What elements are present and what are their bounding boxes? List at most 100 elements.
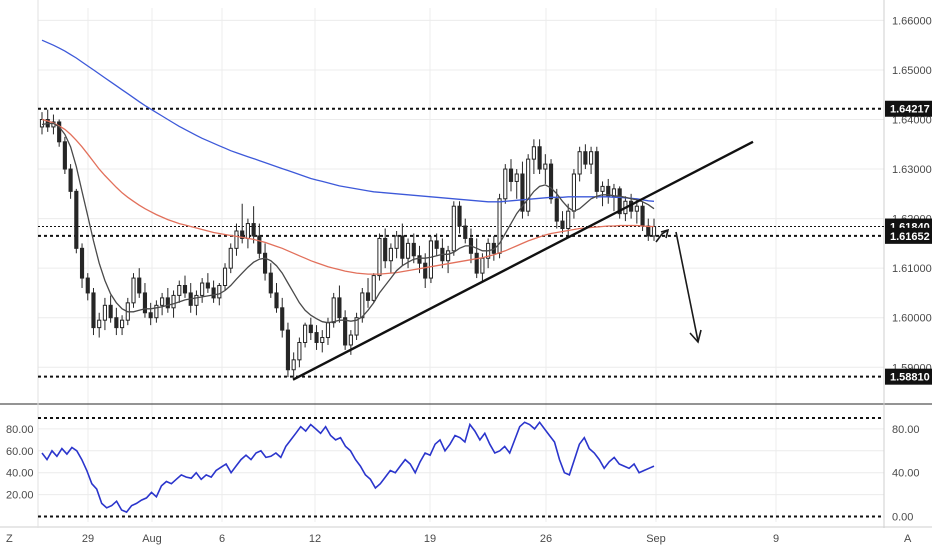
candle-body <box>320 337 325 343</box>
rsi-left-tick-label: 80.00 <box>6 424 34 436</box>
candle-body <box>640 205 645 227</box>
candle-body <box>285 329 291 371</box>
candle-body <box>97 319 102 329</box>
candle-body <box>577 151 582 175</box>
candle-body <box>543 163 548 170</box>
candle-body <box>337 297 342 319</box>
candle-body <box>526 158 531 212</box>
candle-body <box>423 262 428 279</box>
candle-body <box>291 359 296 371</box>
candle-body <box>108 304 113 319</box>
time-tick-label: 19 <box>424 533 436 545</box>
price-level-tag-label: 1.58810 <box>890 372 930 384</box>
candle-body <box>354 317 359 336</box>
candle-body <box>508 168 514 182</box>
candle-body <box>91 292 96 329</box>
candle-body <box>589 151 594 165</box>
candle-body <box>251 223 256 237</box>
candle-body <box>234 230 239 249</box>
candle-body <box>325 322 331 339</box>
candle-body <box>57 121 62 143</box>
candle-body <box>617 188 622 215</box>
moving-average-blue <box>41 39 655 203</box>
candle-body <box>308 324 313 334</box>
auto-scale-button-label: A <box>904 533 912 545</box>
candle-body <box>257 235 262 254</box>
candle-body <box>274 292 279 309</box>
candle-body <box>182 285 188 294</box>
candle-body <box>400 235 405 259</box>
price-tick-label: 1.64000 <box>892 114 932 126</box>
candle-body <box>514 173 519 182</box>
candle-body <box>348 334 353 346</box>
candle-body <box>165 297 170 309</box>
candle-body <box>303 324 308 343</box>
candle-body <box>394 235 399 249</box>
candle-body <box>217 285 222 299</box>
candle-body <box>531 146 536 160</box>
candle-body <box>177 285 182 296</box>
candle-body <box>194 294 199 306</box>
candle-body <box>331 297 336 324</box>
time-tick-label: 29 <box>82 533 94 545</box>
candle-body <box>566 210 571 230</box>
price-level-tag <box>885 227 932 244</box>
projection-arrowhead-down <box>689 329 702 344</box>
price-tick-label: 1.60000 <box>892 313 932 325</box>
candle-body <box>102 304 107 321</box>
candle-body <box>85 277 90 294</box>
candle-body <box>262 252 268 274</box>
candle-body <box>371 275 376 301</box>
projection-arrow-down <box>675 231 699 342</box>
candle-body <box>594 151 599 192</box>
candle-body <box>268 272 273 294</box>
price-level-tag-label: 1.61652 <box>890 231 930 243</box>
candle-body <box>120 319 125 329</box>
timezone-button-label: Z <box>6 533 13 545</box>
price-level-tag-label: 1.64217 <box>890 104 930 116</box>
candle-body <box>503 168 508 200</box>
moving-average-black <box>41 122 655 324</box>
candle-body <box>434 240 439 249</box>
candle-body <box>79 247 85 279</box>
candle-body <box>280 307 285 331</box>
candle-body <box>537 146 542 170</box>
candle-body <box>142 292 148 314</box>
candle-body <box>148 312 153 319</box>
candle-body <box>222 267 228 287</box>
candle-body <box>646 225 651 237</box>
candle-body <box>383 237 388 262</box>
rsi-left-tick-label: 40.00 <box>6 468 34 480</box>
candle-body <box>583 151 588 165</box>
candle-body <box>451 205 456 252</box>
candle-body <box>474 252 479 274</box>
candle-body <box>114 317 119 329</box>
time-tick-label: 6 <box>219 533 225 545</box>
candle-body <box>634 205 639 212</box>
candle-body <box>411 242 416 257</box>
candle-body <box>365 292 371 301</box>
moving-average-red <box>41 118 654 275</box>
candle-body <box>240 230 245 239</box>
candle-body <box>571 173 576 212</box>
candle-body <box>131 277 136 304</box>
projection-arrowhead-up <box>660 228 670 239</box>
price-tick-label: 1.61000 <box>892 263 932 275</box>
candle-body <box>417 255 422 264</box>
candle-body <box>560 220 565 230</box>
time-tick-label: Aug <box>142 533 162 545</box>
candle-body <box>457 205 462 227</box>
time-tick-label: 9 <box>773 533 779 545</box>
candle-body <box>314 332 319 343</box>
price-tick-label: 1.63000 <box>892 164 932 176</box>
candle-body <box>245 223 250 239</box>
candle-body <box>463 225 468 239</box>
time-tick-label: Sep <box>646 533 666 545</box>
candle-body <box>600 185 605 192</box>
time-tick-label: 26 <box>540 533 552 545</box>
candle-body <box>211 287 216 299</box>
candle-body <box>428 240 434 279</box>
